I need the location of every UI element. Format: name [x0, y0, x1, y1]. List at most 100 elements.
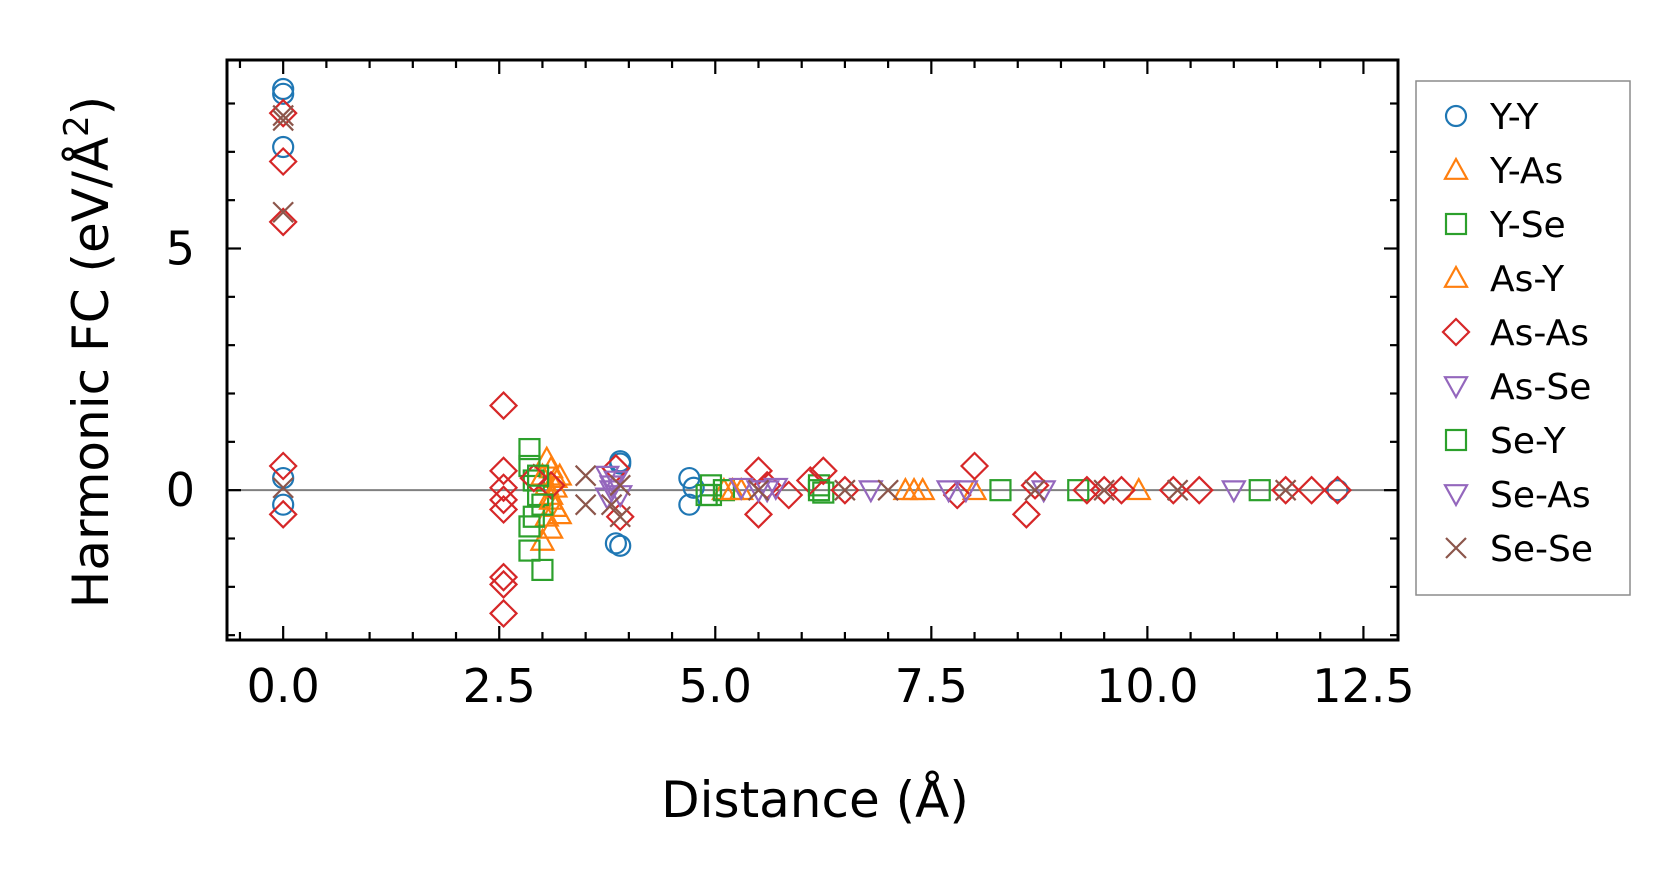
x-tick-label: 2.5	[463, 659, 536, 713]
legend-marker	[1443, 264, 1469, 288]
data-point	[268, 499, 298, 529]
x-tick-label: 12.5	[1312, 659, 1414, 713]
y-tick-label: 5	[166, 222, 195, 276]
x-axis-label: Distance (Å)	[661, 771, 969, 829]
data-point	[834, 479, 856, 501]
data-point	[892, 476, 919, 501]
data-point	[1322, 475, 1353, 505]
legend-marker	[1443, 156, 1469, 180]
data-point	[877, 479, 899, 501]
x-tick-label: 10.0	[1096, 659, 1198, 713]
data-point	[909, 476, 936, 501]
data-point	[961, 476, 988, 501]
data-point	[747, 479, 770, 501]
data-point	[531, 558, 554, 582]
data-point	[830, 475, 860, 505]
data-point	[719, 476, 746, 501]
data-point	[682, 476, 705, 499]
x-tick-label: 5.0	[679, 659, 752, 713]
legend-marker	[1444, 212, 1468, 236]
data-point	[272, 476, 294, 499]
data-point	[762, 477, 789, 502]
data-point	[1166, 479, 1189, 501]
legend: Y-Y Y-As Y-Se As-Y As-As As-Se Se-Y Se-As Se-Se	[1415, 80, 1631, 596]
legend-item: Se-Se	[1445, 529, 1593, 570]
ticks: 0.0 2.5 5.0 7.5 10.0 12.5 0 5	[166, 60, 1415, 713]
legend-label: Se-Y	[1490, 421, 1567, 462]
data-point	[807, 479, 831, 502]
legend-label: Y-As	[1489, 151, 1563, 192]
data-point	[609, 505, 631, 528]
series-y-y	[272, 77, 1349, 557]
data-point	[542, 474, 569, 498]
data-point	[728, 477, 755, 502]
data-point	[1274, 479, 1297, 501]
legend-label: As-As	[1490, 313, 1589, 354]
data-point	[272, 104, 294, 127]
legend-item: Y-Y	[1444, 97, 1539, 138]
data-point	[935, 480, 962, 504]
data-point	[857, 480, 884, 504]
data-point	[268, 98, 298, 128]
series-se-y	[527, 464, 1271, 516]
data-point	[519, 463, 549, 493]
data-point	[604, 532, 627, 555]
data-point	[488, 485, 519, 515]
legend-marker	[1443, 484, 1469, 508]
data-point	[538, 486, 564, 510]
data-point	[1248, 479, 1271, 502]
data-point	[712, 479, 736, 502]
data-point	[546, 501, 573, 525]
data-point	[989, 479, 1012, 502]
data-point	[488, 569, 519, 599]
data-point	[959, 451, 990, 481]
data-point	[1093, 479, 1115, 501]
data-point	[527, 464, 550, 487]
y-tick-label: 0	[166, 463, 195, 517]
legend-item: As-Y	[1443, 259, 1565, 300]
data-point	[574, 493, 597, 516]
legend-label: Se-As	[1490, 475, 1591, 516]
data-point	[1326, 479, 1349, 502]
data-point	[609, 534, 632, 557]
data-point	[1125, 476, 1152, 501]
data-point	[743, 499, 774, 529]
data-point	[808, 456, 838, 486]
data-point	[518, 437, 541, 461]
data-point	[268, 146, 298, 177]
data-point	[272, 201, 294, 224]
data-point	[538, 515, 564, 539]
data-point	[1271, 475, 1301, 505]
data-point	[488, 391, 519, 421]
legend-marker	[1444, 104, 1468, 128]
series-as-as	[268, 98, 1353, 628]
data-point	[1067, 479, 1090, 502]
series-se-se	[272, 104, 1297, 528]
legend-marker	[1443, 376, 1469, 400]
legend-label: As-Y	[1490, 259, 1565, 300]
plot-frame	[225, 58, 1400, 642]
data-point	[1024, 479, 1046, 501]
legend-item: Se-Y	[1444, 421, 1567, 462]
data-point	[272, 82, 295, 105]
x-tick-label: 7.5	[895, 659, 968, 713]
legend-item: As-As	[1441, 313, 1589, 354]
series-y-se	[518, 437, 1090, 582]
data-point	[488, 598, 519, 628]
data-point	[1184, 475, 1214, 505]
legend-label: Y-Se	[1489, 205, 1566, 246]
data-point	[609, 474, 631, 497]
legend-item: Se-As	[1443, 475, 1591, 516]
data-point	[574, 464, 597, 487]
axes	[225, 58, 1400, 642]
data-point	[488, 494, 519, 525]
data-point	[518, 539, 541, 562]
y-axis-label: Harmonic FC (eV/Å2)	[57, 96, 120, 608]
data-point	[488, 562, 519, 592]
legend-label: Y-Y	[1489, 97, 1539, 138]
legend-marker	[1445, 537, 1467, 559]
data-point	[1220, 480, 1247, 504]
data-point	[1011, 499, 1041, 529]
legend-item: Y-As	[1443, 151, 1563, 192]
